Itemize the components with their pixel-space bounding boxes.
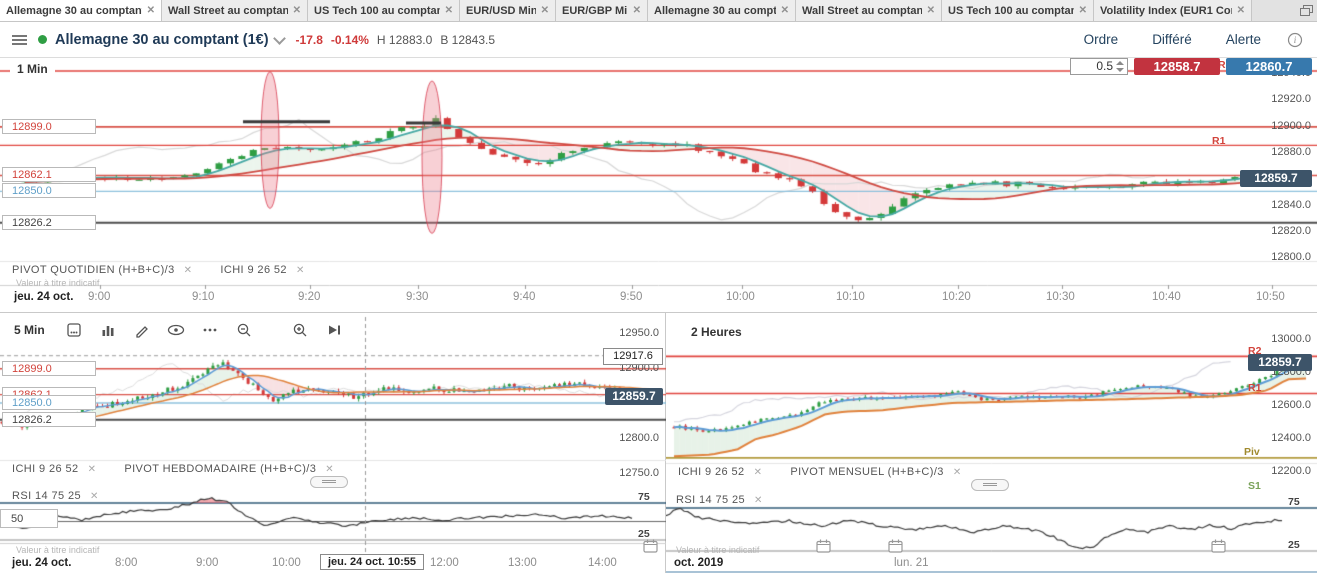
pane-resize-handle[interactable] [310, 476, 348, 488]
tab-label: US Tech 100 au comptant (1 [948, 4, 1074, 17]
draw-icon[interactable] [133, 321, 151, 339]
sell-price-button[interactable]: 12858.7 [1134, 58, 1220, 75]
tab-close-icon[interactable]: ✕ [292, 5, 301, 16]
tab-8[interactable]: US Tech 100 au comptant (1 ✕ [942, 0, 1094, 21]
five-min-chart-panel: 5 Min 12950.0 12900.0 12800.0 12750.0 12899… [0, 313, 666, 573]
svg-text:i: i [1294, 35, 1297, 45]
tab-5[interactable]: EUR/GBP Mini ✕ [556, 0, 648, 21]
tab-4[interactable]: EUR/USD Mini ✕ [460, 0, 556, 21]
pane-resize-handle[interactable] [971, 479, 1009, 491]
tab-label: US Tech 100 au comptant (1 [314, 4, 440, 17]
header-action-diffr[interactable]: Différé [1152, 32, 1192, 47]
tab-bar: Allemagne 30 au comptant (1✕Wall Street … [0, 0, 1317, 22]
chart-toolbar: 5 Min [12, 321, 343, 339]
header-action-ordre[interactable]: Ordre [1083, 32, 1119, 47]
tab-label: Wall Street au comptant (1 [802, 4, 922, 17]
tab-1[interactable]: Allemagne 30 au comptant (1 ✕ [0, 0, 162, 21]
five-min-chart-canvas[interactable] [0, 313, 666, 573]
tab-label: Allemagne 30 au comptant (1 [654, 4, 776, 17]
price-change-pct: -0.14% [330, 32, 369, 47]
stepper-down-icon[interactable] [1116, 68, 1124, 72]
main-chart-panel: 1 Min 12940.012920.012900.012880.012840.… [0, 58, 1317, 313]
tab-label: EUR/USD Mini [466, 4, 536, 17]
toolbar-icons [65, 321, 343, 339]
view-icon[interactable] [167, 321, 185, 339]
tab-strip: Allemagne 30 au comptant (1✕Wall Street … [0, 0, 1295, 21]
tab-label: EUR/GBP Mini [562, 4, 628, 17]
tab-6[interactable]: Allemagne 30 au comptant (1 ✕ [648, 0, 796, 21]
tab-close-icon[interactable]: ✕ [444, 5, 453, 16]
more-icon[interactable] [201, 321, 219, 339]
tab-close-icon[interactable]: ✕ [1078, 5, 1087, 16]
instrument-title[interactable]: Allemagne 30 au comptant (1€) [55, 31, 269, 48]
zoom-out-icon[interactable] [235, 321, 253, 339]
tab-close-icon[interactable]: ✕ [780, 5, 789, 16]
tab-label: Wall Street au comptant (1 [168, 4, 288, 17]
header-action-alerte[interactable]: Alerte [1225, 32, 1261, 47]
order-size-stepper[interactable]: 0.5 [1070, 58, 1128, 75]
info-icon[interactable]: i [1287, 32, 1303, 48]
buy-price-button[interactable]: 12860.7 [1226, 58, 1312, 75]
go-to-end-icon[interactable] [325, 321, 343, 339]
interval-label-5min: 5 Min [12, 323, 49, 337]
header-actions: Ordre Différé Alerte [1084, 32, 1261, 47]
price-change: -17.8 [295, 32, 323, 47]
main-chart-canvas[interactable] [0, 58, 1317, 313]
tab-3[interactable]: US Tech 100 au comptant (1 ✕ [308, 0, 460, 21]
tab-close-icon[interactable]: ✕ [926, 5, 935, 16]
tab-close-icon[interactable]: ✕ [632, 5, 641, 16]
two-hour-chart-canvas[interactable] [666, 313, 1317, 571]
session-high: H 12883.0 [376, 32, 433, 47]
tab-label: Allemagne 30 au comptant (1 [6, 4, 142, 17]
tab-label: Volatility Index (EUR1 Contra [1100, 4, 1232, 17]
chart-settings-icon[interactable] [65, 321, 83, 339]
tab-close-icon[interactable]: ✕ [1236, 5, 1245, 16]
order-size-value: 0.5 [1096, 59, 1113, 73]
zoom-in-icon[interactable] [291, 321, 309, 339]
instrument-header: Allemagne 30 au comptant (1€) -17.8 -0.1… [0, 22, 1317, 58]
session-low: B 12843.5 [440, 32, 496, 47]
restore-window-icon[interactable] [1295, 0, 1317, 21]
tab-2[interactable]: Wall Street au comptant (1 ✕ [162, 0, 308, 21]
chevron-down-icon[interactable] [272, 31, 286, 45]
tab-7[interactable]: Wall Street au comptant (1 ✕ [796, 0, 942, 21]
tab-close-icon[interactable]: ✕ [146, 5, 155, 16]
market-open-dot [38, 35, 47, 44]
indicator-icon[interactable] [99, 321, 117, 339]
tab-9[interactable]: Volatility Index (EUR1 Contra ✕ [1094, 0, 1252, 21]
tab-close-icon[interactable]: ✕ [540, 5, 549, 16]
two-hour-chart-panel: 2 Heures 13000.0 12800.0 12600.0 12400.0 122… [666, 313, 1317, 573]
menu-icon[interactable] [12, 34, 28, 46]
stepper-up-icon[interactable] [1116, 61, 1124, 65]
